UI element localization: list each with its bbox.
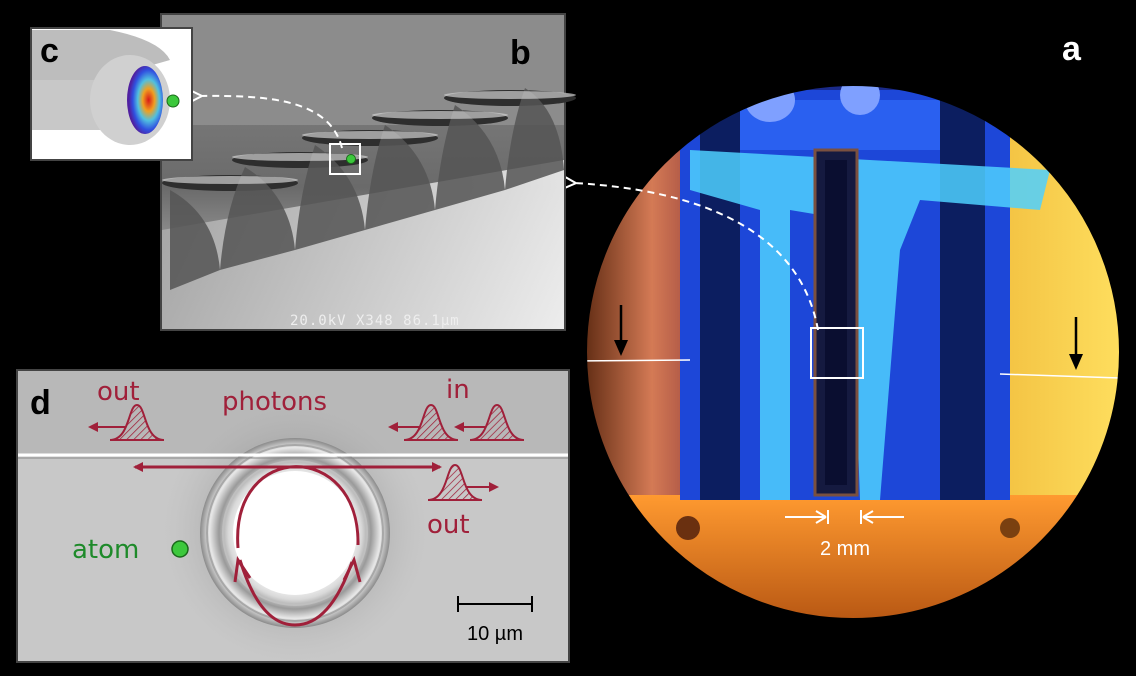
panel-d-resonator (16, 369, 570, 665)
chip-zoom-box (810, 327, 864, 379)
zoom-arrow-b-to-c (200, 96, 343, 149)
panel-a-photo (586, 85, 1120, 619)
panel-letter-c: c (40, 32, 59, 70)
circulating-arrow-left (233, 555, 252, 583)
panel-b-sem: 20.0kV X348 86.1µm (160, 13, 576, 331)
sem-info-bar: 20.0kV X348 86.1µm (290, 313, 460, 329)
photon-paths (133, 462, 442, 627)
scale-label-2mm: 2 mm (820, 538, 870, 560)
atom-marker (171, 540, 189, 558)
panel-letter-d: d (30, 384, 51, 422)
scale-bar-2mm (785, 510, 904, 524)
circulating-arrow-right (342, 555, 362, 583)
fiber-arrow-right (1069, 317, 1083, 370)
wavepacket-in-2 (454, 403, 525, 441)
label-photons: photons (222, 387, 327, 417)
wavepacket-out-left (88, 403, 165, 441)
panel-letter-b: b (510, 34, 531, 72)
scale-label-10um: 10 µm (467, 623, 523, 645)
label-out-right: out (427, 510, 470, 540)
label-atom: atom (72, 535, 139, 565)
wavepacket-out-right (427, 463, 499, 501)
wavepacket-in-1 (388, 403, 459, 441)
panel-c-schematic (30, 27, 193, 161)
label-in: in (446, 375, 470, 405)
panel-a-viewport (585, 84, 1121, 620)
scale-bar-10um (457, 596, 533, 612)
zoom-arrow-a-to-b (574, 183, 819, 331)
fiber-arrow-left (614, 305, 628, 356)
label-out-left: out (97, 377, 140, 407)
panel-letter-a: a (1062, 30, 1082, 68)
